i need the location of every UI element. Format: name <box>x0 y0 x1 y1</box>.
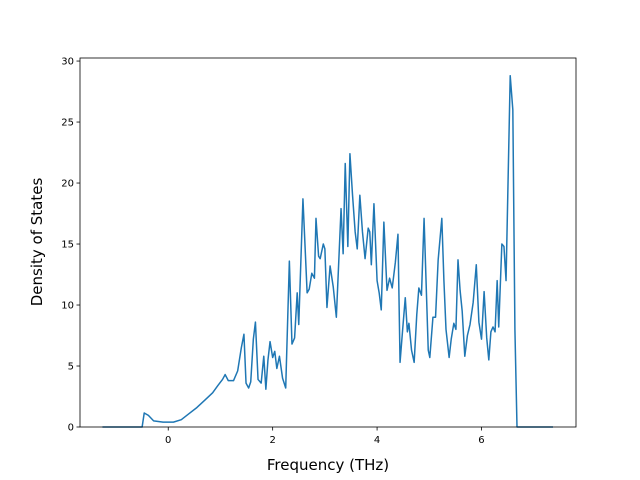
y-tick-label: 25 <box>61 118 74 129</box>
x-tick-label: 2 <box>269 435 275 446</box>
y-tick-label: 0 <box>68 423 74 434</box>
y-tick-label: 10 <box>61 301 74 312</box>
x-axis-label: Frequency (THz) <box>267 456 389 474</box>
x-tick-label: 6 <box>478 435 484 446</box>
x-tick-label: 0 <box>165 435 171 446</box>
y-tick-label: 20 <box>61 179 74 190</box>
plot-frame <box>79 57 577 428</box>
y-tick-label: 15 <box>61 240 74 251</box>
line-series <box>102 74 554 428</box>
x-tick-label: 4 <box>374 435 380 446</box>
y-axis-label: Density of States <box>28 178 46 307</box>
y-tick-label: 30 <box>61 57 74 68</box>
y-tick-label: 5 <box>68 362 74 373</box>
